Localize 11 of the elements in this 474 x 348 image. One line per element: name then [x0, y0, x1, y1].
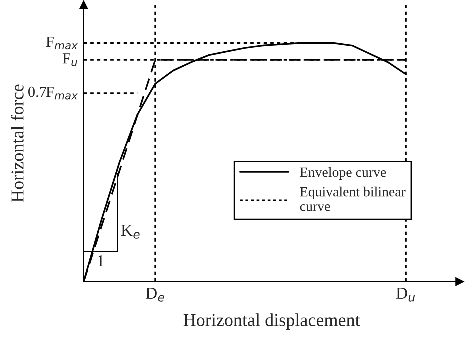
- legend-label: Equivalent bilinear curve: [300, 186, 406, 212]
- x-tick-label: D$_{e}$: [146, 288, 164, 302]
- x-axis-title: Horizontal displacement: [184, 314, 360, 330]
- x-tick-label: D$_{u}$: [396, 288, 416, 302]
- annotation: 1: [98, 256, 104, 267]
- legend-label: Envelope curve: [300, 167, 386, 180]
- series-label: F$_{max}$: [46, 36, 78, 50]
- series-label: F$_{u}$: [62, 54, 78, 66]
- series-label: 0.7F$_{max}$: [28, 86, 78, 100]
- y-axis-title: Horizontal force: [10, 84, 24, 202]
- annotation: K$_{e}$: [121, 225, 140, 239]
